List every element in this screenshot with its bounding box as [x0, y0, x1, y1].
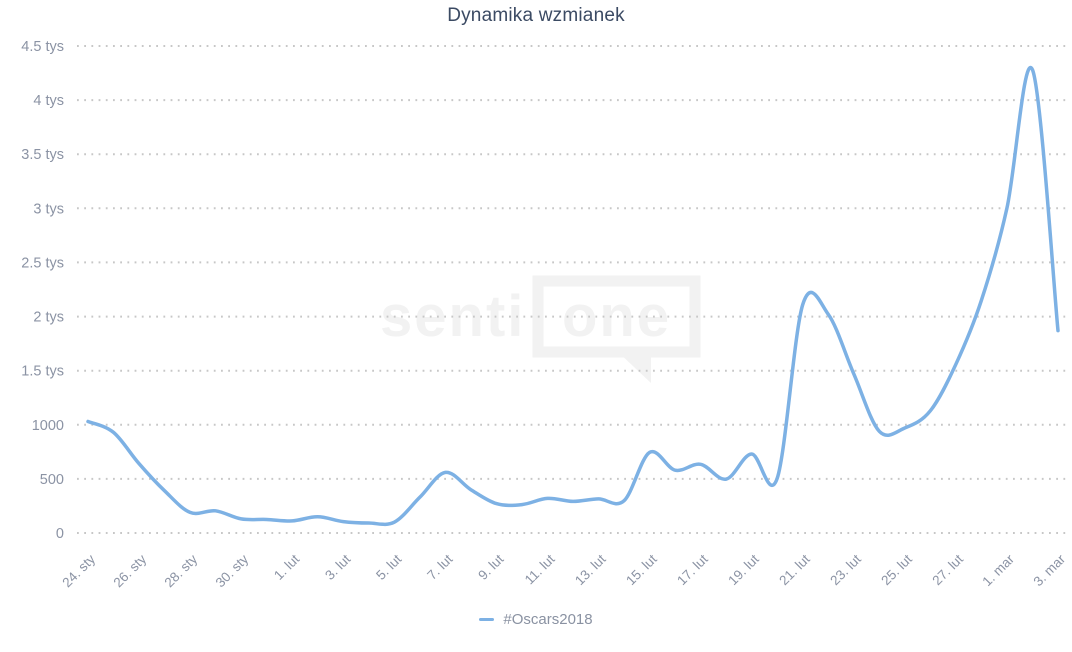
y-tick-label: 3.5 tys [21, 147, 64, 163]
y-tick-label: 2.5 tys [21, 255, 64, 271]
y-tick-label: 0 [56, 526, 64, 542]
y-tick-label: 500 [40, 472, 64, 488]
watermark: senti one [380, 275, 701, 383]
x-tick-label: 1. mar [979, 551, 1017, 589]
y-tick-label: 1.5 tys [21, 364, 64, 380]
x-tick-label: 21. lut [776, 551, 813, 588]
x-tick-label: 13. lut [572, 551, 609, 588]
x-tick-label: 11. lut [522, 551, 558, 587]
x-tick-label: 19. lut [725, 551, 762, 588]
x-tick-label: 17. lut [674, 551, 711, 588]
x-tick-label: 7. lut [424, 551, 455, 582]
y-tick-label: 2 tys [33, 310, 64, 326]
x-tick-label: 27. lut [929, 551, 966, 588]
x-tick-label: 5. lut [373, 551, 404, 582]
x-tick-label: 28. sty [161, 551, 200, 590]
watermark-one-text: one [562, 284, 671, 349]
legend-line-marker [479, 618, 495, 621]
x-tick-label: 26. sty [110, 551, 149, 590]
y-axis-labels: 4.5 tys 4 tys 3.5 tys 3 tys 2.5 tys 2 tys 1.5 … [21, 39, 64, 542]
y-tick-label: 4 tys [33, 93, 64, 109]
x-tick-label: 25. lut [878, 551, 915, 588]
legend-label: #Oscars2018 [503, 611, 593, 628]
y-tick-label: 4.5 tys [21, 39, 64, 55]
x-tick-label: 1. lut [271, 551, 302, 582]
x-tick-label: 3. mar [1030, 551, 1068, 589]
watermark-tail-icon [617, 351, 651, 383]
x-tick-label: 30. sty [213, 551, 252, 590]
x-axis-labels: 24. sty 26. sty 28. sty 30. sty 1. lut 3. lut… [59, 551, 1068, 590]
x-tick-label: 3. lut [322, 551, 353, 582]
x-tick-label: 9. lut [475, 551, 506, 582]
y-tick-label: 3 tys [33, 201, 64, 217]
x-tick-label: 15. lut [623, 551, 660, 588]
x-tick-label: 24. sty [59, 551, 98, 590]
x-tick-label: 23. lut [827, 551, 864, 588]
y-tick-label: 1000 [32, 418, 64, 434]
series-line [86, 65, 1060, 527]
legend-item[interactable]: #Oscars2018 [0, 611, 1072, 628]
chart-title: Dynamika wzmianek [447, 5, 625, 26]
